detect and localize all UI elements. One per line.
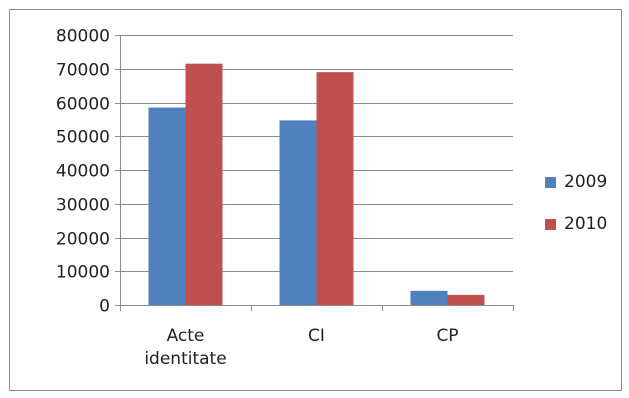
x-tick-label: CP [436,326,458,346]
x-tick-label: identitate [144,349,226,369]
y-tick-label: 50000 [56,128,110,148]
x-tick-labels: Acte identitate CI CP [144,326,458,369]
y-tick-label: 70000 [56,61,110,81]
axes [115,35,514,311]
bar-2009-2 [410,290,448,305]
legend-swatch-2010 [545,219,556,230]
bar-2009-0 [148,107,186,305]
x-tick-label: CI [308,326,325,346]
bar-2010-0 [185,63,223,305]
bars [148,63,485,305]
bar-2010-2 [447,294,485,305]
legend: 2009 2010 [545,172,607,234]
y-tick-labels: 0 10000 20000 30000 40000 50000 60000 70000 8000… [56,27,110,317]
x-tick-label: Acte [167,326,205,346]
legend-swatch-2009 [545,177,556,188]
y-tick-label: 10000 [56,263,110,283]
y-tick-label: 80000 [56,27,110,47]
legend-label-2009: 2009 [564,172,607,192]
y-tick-label: 0 [99,297,110,317]
legend-label-2010: 2010 [564,214,607,234]
bar-2009-1 [279,120,317,305]
bar-2010-1 [316,72,354,305]
y-tick-label: 60000 [56,95,110,115]
y-tick-label: 40000 [56,162,110,182]
y-tick-label: 30000 [56,196,110,216]
y-tick-label: 20000 [56,230,110,250]
